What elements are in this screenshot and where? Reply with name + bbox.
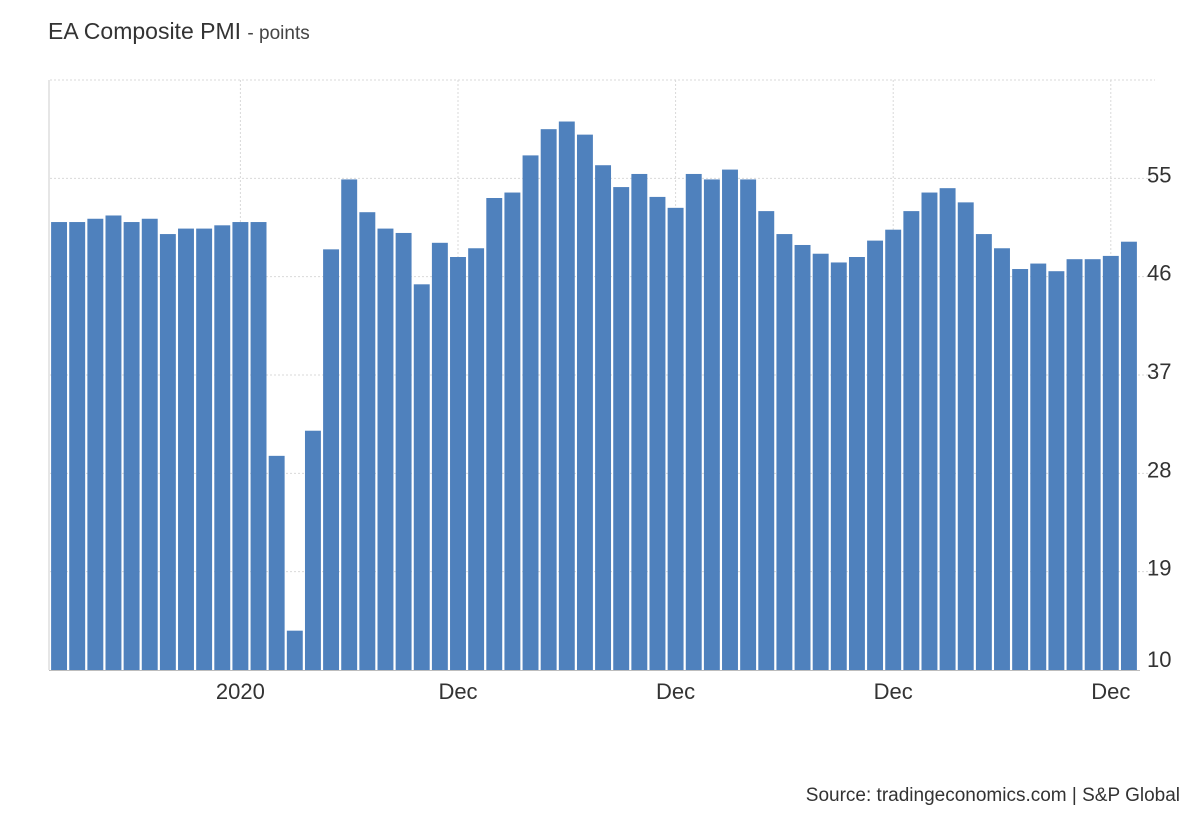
bar	[196, 228, 213, 670]
bar	[812, 253, 829, 670]
bar	[268, 455, 285, 670]
bar	[1120, 241, 1137, 670]
bar	[921, 192, 938, 671]
bar	[359, 212, 376, 670]
y-tick-label: 19	[1147, 556, 1171, 581]
bar	[413, 284, 430, 670]
bar	[1102, 255, 1119, 670]
bar	[51, 222, 68, 671]
bar	[994, 248, 1010, 670]
bar	[1030, 263, 1047, 670]
bar	[613, 187, 630, 670]
bar	[685, 173, 702, 670]
bar	[722, 169, 738, 670]
bar	[867, 240, 884, 671]
bar	[123, 222, 140, 671]
bar	[431, 242, 448, 671]
bar	[450, 257, 466, 670]
bar	[323, 249, 340, 670]
bar	[903, 211, 920, 671]
bar	[69, 222, 86, 671]
bar	[576, 134, 593, 670]
y-tick-label: 28	[1147, 457, 1171, 482]
bar	[522, 155, 539, 670]
bar	[830, 262, 847, 670]
y-tick-label: 55	[1147, 162, 1171, 187]
bar	[504, 192, 521, 671]
bar	[341, 179, 358, 670]
chart-subtitle: - points	[247, 23, 310, 44]
bar	[848, 257, 865, 670]
x-tick-label: 2020	[216, 679, 265, 704]
bar	[214, 225, 231, 670]
y-tick-label: 37	[1147, 359, 1171, 384]
bar	[395, 232, 412, 670]
bar	[703, 179, 720, 670]
bar	[178, 228, 194, 670]
bar	[286, 630, 303, 670]
bar	[558, 121, 575, 670]
bar	[1012, 269, 1029, 670]
bar	[885, 229, 902, 670]
bar	[758, 211, 775, 671]
bar	[159, 234, 176, 670]
bar	[776, 234, 793, 670]
chart-title-text: EA Composite PMI	[48, 18, 242, 44]
bar	[1066, 259, 1083, 670]
bar	[250, 222, 267, 671]
bar	[957, 202, 974, 670]
bar	[232, 222, 249, 671]
bar	[141, 218, 158, 670]
bar	[1084, 259, 1101, 670]
bar	[540, 129, 557, 671]
chart-title: EA Composite PMI - points	[48, 18, 310, 45]
x-tick-label: Dec	[1091, 679, 1130, 704]
bar	[939, 188, 956, 671]
source-credit: Source: tradingeconomics.com | S&P Globa…	[805, 785, 1180, 806]
y-tick-label: 10	[1147, 647, 1171, 672]
bar	[377, 228, 394, 670]
bar	[595, 165, 612, 670]
bar	[304, 430, 321, 670]
x-tick-label: Dec	[874, 679, 913, 704]
bar	[486, 198, 503, 670]
bar	[105, 215, 122, 671]
bar	[649, 196, 666, 670]
bar	[740, 179, 757, 670]
bar	[87, 218, 104, 670]
bar	[794, 244, 811, 671]
bar	[1048, 271, 1065, 670]
x-tick-label: Dec	[438, 679, 477, 704]
bar	[631, 173, 648, 670]
y-tick-label: 46	[1147, 261, 1171, 286]
bar	[468, 248, 485, 670]
x-tick-label: Dec	[656, 679, 695, 704]
bar	[975, 234, 992, 670]
bar	[667, 207, 684, 670]
